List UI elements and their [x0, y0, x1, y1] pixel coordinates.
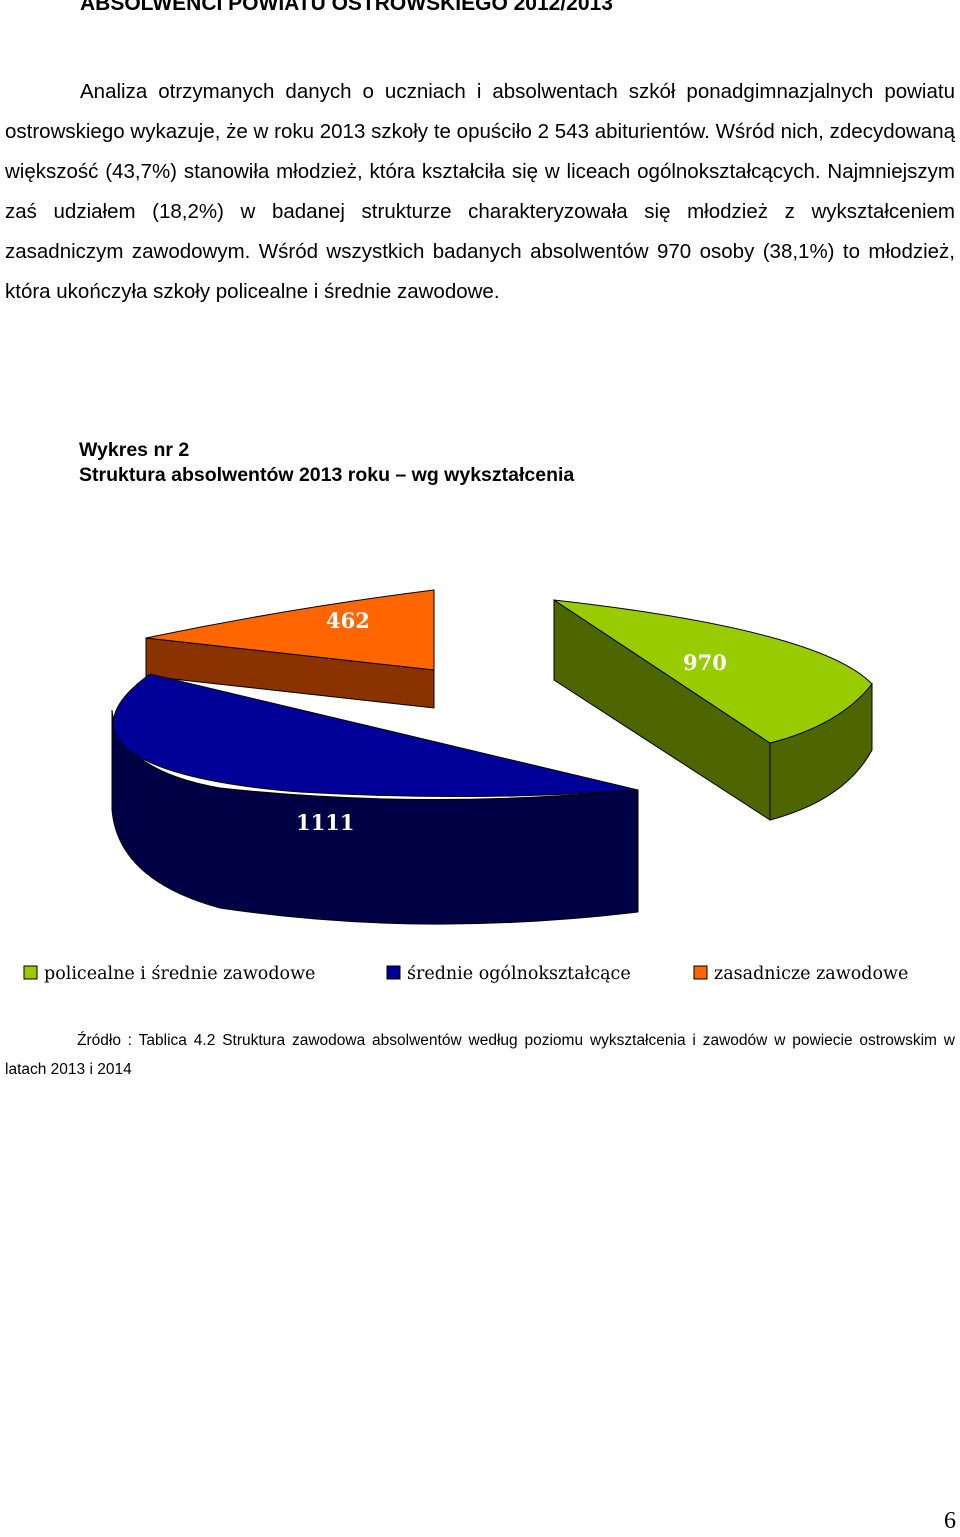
legend-label-ogolnoksztalcace: średnie ogólnokształcące [407, 964, 631, 984]
slice-zasadnicze-zawodowe [145, 589, 435, 709]
legend-label-zasadnicze: zasadnicze zawodowe [714, 964, 908, 984]
pie-chart: 462 970 1111 policealne i średnie zawodo… [23, 589, 908, 984]
slice-policealne [553, 599, 873, 821]
value-label-zasadnicze: 462 [326, 608, 370, 633]
intro-paragraph-text: Analiza otrzymanych danych o uczniach i … [5, 80, 955, 303]
legend-swatch-ogolnoksztalcace [386, 965, 401, 980]
intro-paragraph: Analiza otrzymanych danych o uczniach i … [5, 72, 955, 312]
document-title: ABSOLWENCI POWIATU OSTROWSKIEGO 2012/201… [80, 0, 613, 15]
slice-ogolnoksztalcace-top [112, 673, 639, 798]
value-label-policealne: 970 [683, 650, 727, 675]
chart-legend: policealne i średnie zawodowe średnie og… [23, 964, 908, 984]
legend-label-policealne: policealne i średnie zawodowe [44, 964, 315, 984]
source-note: Źródło : Tablica 4.2 Struktura zawodowa … [5, 1026, 955, 1084]
chart-number: Wykres nr 2 [79, 439, 190, 461]
slice-ogolnoksztalcace [111, 673, 639, 925]
legend-swatch-zasadnicze [693, 965, 708, 980]
source-note-text: Źródło : Tablica 4.2 Struktura zawodowa … [5, 1032, 955, 1078]
chart-title: Struktura absolwentów 2013 roku – wg wyk… [79, 464, 575, 486]
slice-zasadnicze-top [145, 589, 435, 671]
slice-policealne-top [553, 599, 873, 744]
page-number: 6 [944, 1508, 956, 1534]
slice-ogolnoksztalcace-side [111, 709, 639, 925]
chart-caption: Wykres nr 2 Struktura absolwentów 2013 r… [79, 438, 574, 488]
legend-swatch-policealne [23, 965, 38, 980]
value-label-ogolnoksztalcace: 1111 [296, 810, 354, 835]
